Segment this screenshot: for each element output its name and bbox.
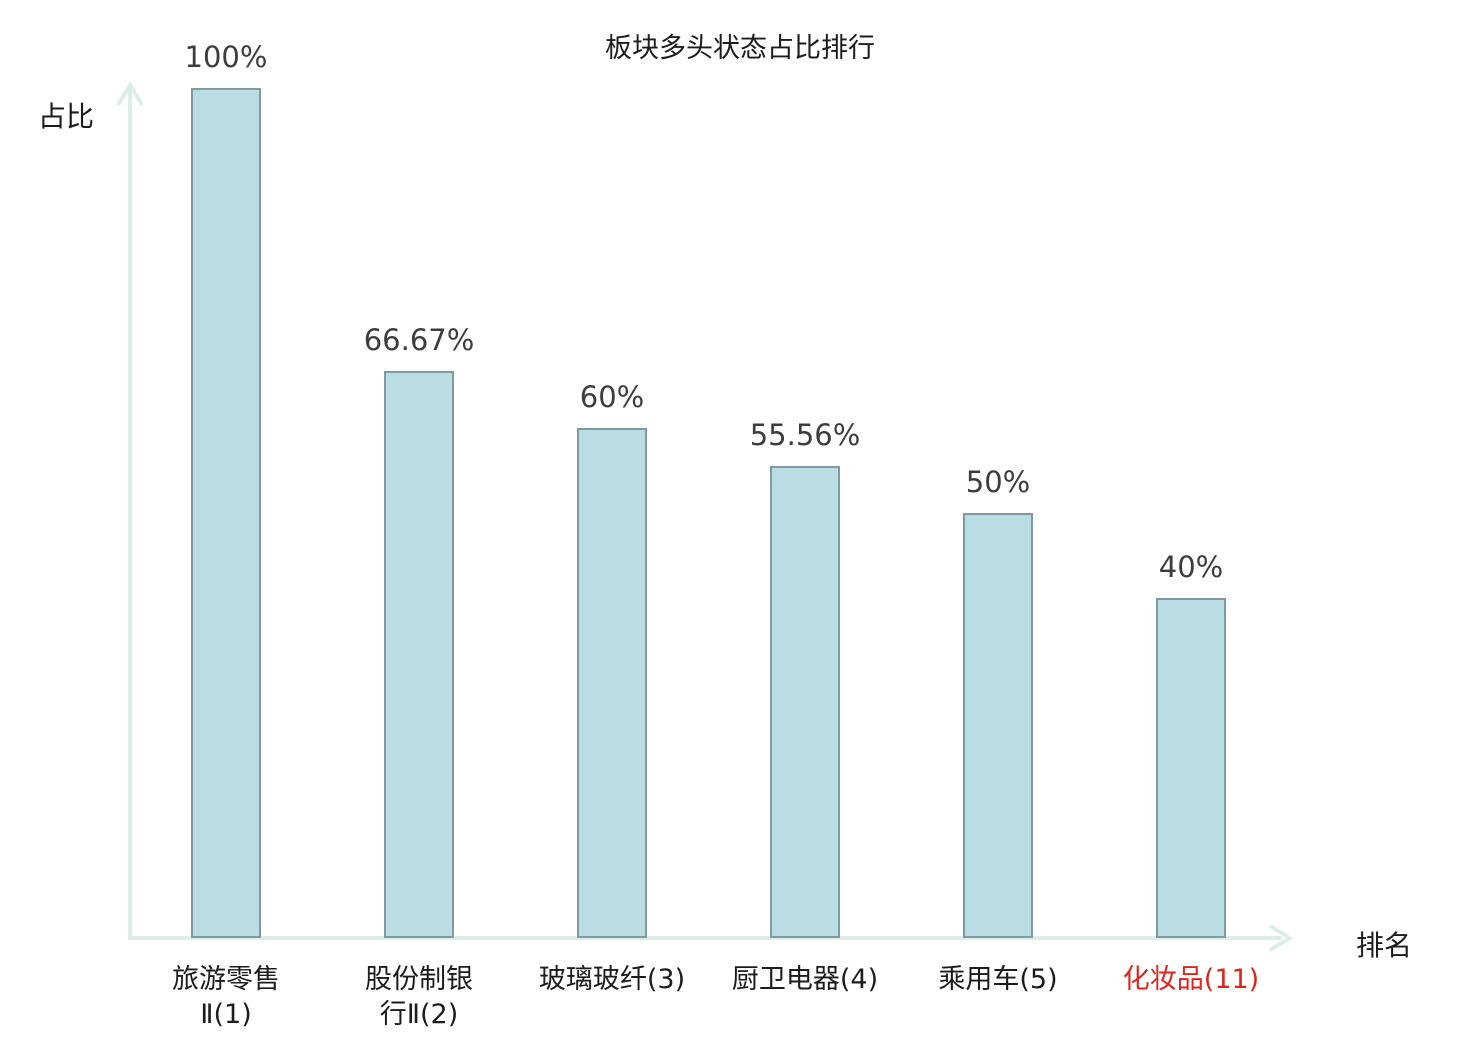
x-axis-label: 排名: [1356, 929, 1413, 962]
bar: [577, 428, 647, 938]
bar: [963, 513, 1033, 938]
bar: [191, 88, 261, 938]
bar-category-label: 乘用车(5): [938, 964, 1058, 995]
bar-value-label: 55.56%: [749, 417, 861, 452]
x-axis-arrow-icon: [1268, 924, 1294, 952]
bar: [770, 465, 840, 938]
chart-title: 板块多头状态占比排行: [605, 33, 875, 64]
bar-value-label: 50%: [965, 465, 1031, 499]
bar-category-label: 玻璃玻纤(3): [538, 964, 686, 995]
bar-category-label: 厨卫电器(4): [731, 964, 879, 995]
bar-value-label: 60%: [579, 380, 645, 414]
bar-category-label: 化妆品(11): [1122, 964, 1260, 995]
bar-value-label: 40%: [1158, 550, 1224, 584]
y-axis-arrow-icon: [116, 81, 144, 107]
bar-value-label: 66.67%: [363, 323, 475, 358]
bar: [1156, 598, 1226, 938]
y-axis-label: 占比: [38, 100, 95, 133]
bar-category-label: 旅游零售 Ⅱ(1): [172, 964, 280, 1031]
bar-category-label: 股份制银 行Ⅱ(2): [365, 964, 473, 1031]
bar-value-label: 100%: [184, 40, 268, 74]
bar: [384, 371, 454, 938]
